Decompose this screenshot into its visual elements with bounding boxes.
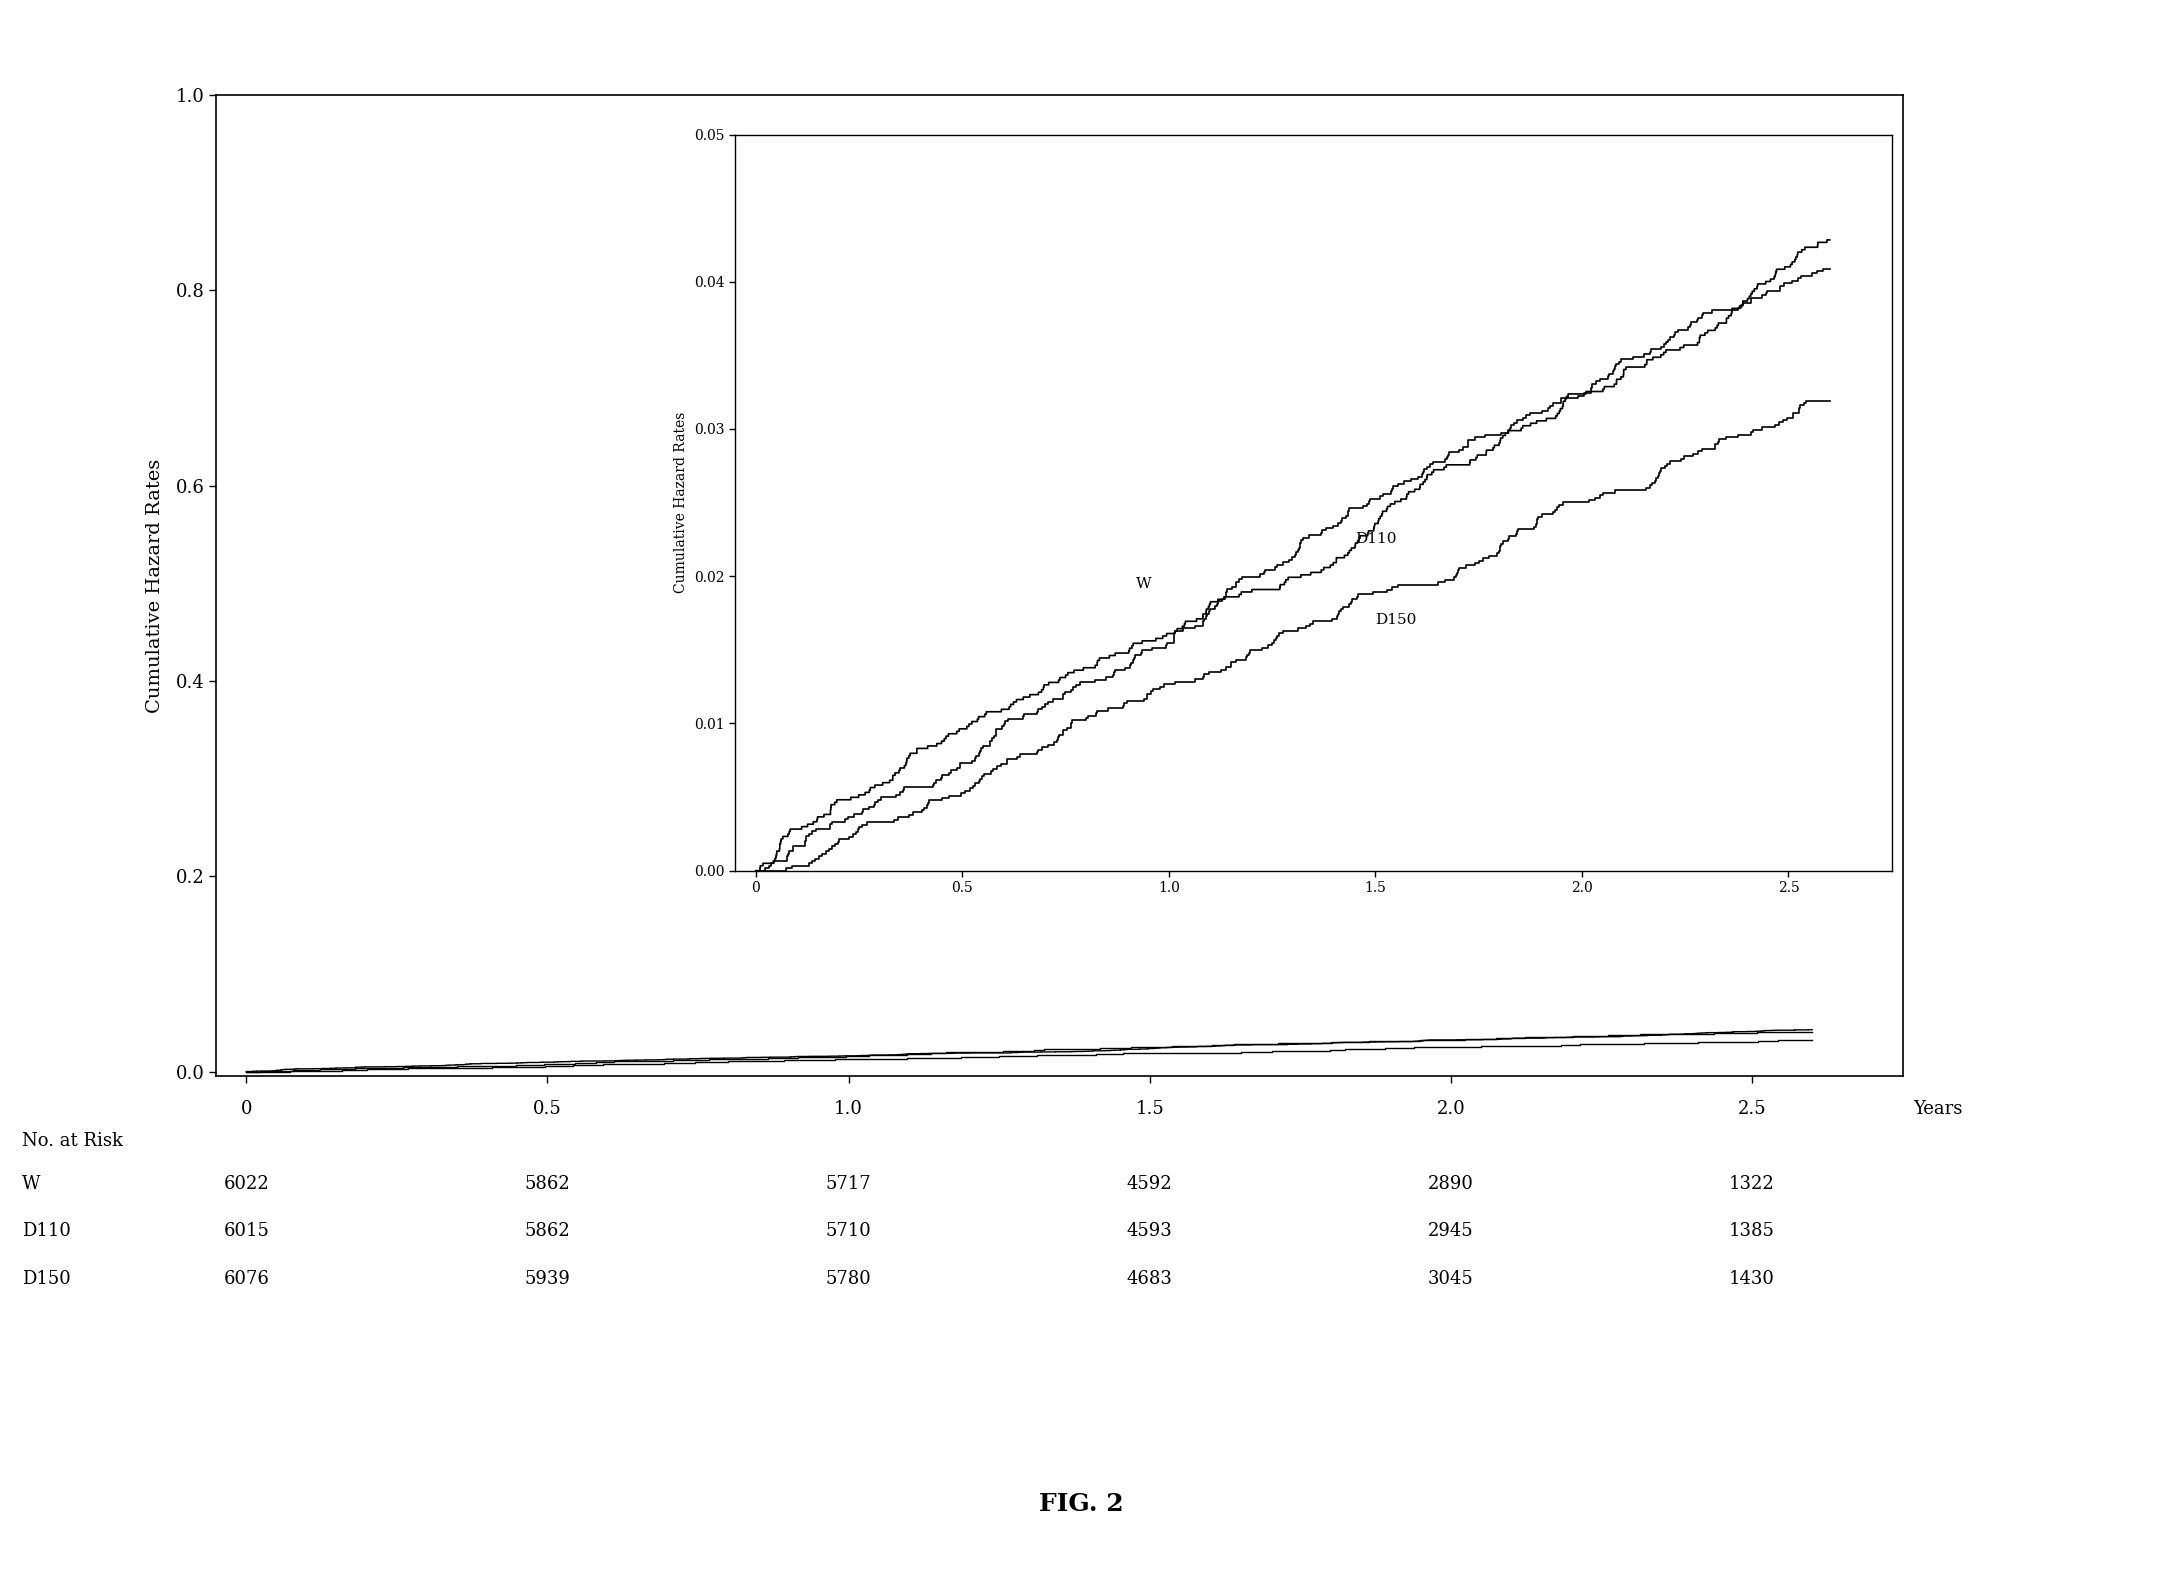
Text: 4592: 4592 xyxy=(1126,1175,1172,1192)
Text: 1.5: 1.5 xyxy=(1135,1100,1163,1118)
Text: 1.0: 1.0 xyxy=(835,1100,863,1118)
Y-axis label: Cumulative Hazard Rates: Cumulative Hazard Rates xyxy=(675,412,688,594)
Text: D110: D110 xyxy=(1356,532,1397,546)
Text: 6022: 6022 xyxy=(223,1175,270,1192)
Text: W: W xyxy=(1135,576,1152,590)
Text: 0.5: 0.5 xyxy=(534,1100,562,1118)
Text: Years: Years xyxy=(1913,1100,1963,1118)
Text: 5710: 5710 xyxy=(826,1222,871,1239)
Text: W: W xyxy=(22,1175,41,1192)
Text: No. at Risk: No. at Risk xyxy=(22,1132,123,1149)
Text: 4683: 4683 xyxy=(1126,1270,1172,1287)
Text: 1430: 1430 xyxy=(1730,1270,1775,1287)
Text: 3045: 3045 xyxy=(1427,1270,1474,1287)
Text: 1385: 1385 xyxy=(1730,1222,1775,1239)
Text: 2.5: 2.5 xyxy=(1738,1100,1766,1118)
Text: 6015: 6015 xyxy=(223,1222,270,1239)
Text: D110: D110 xyxy=(22,1222,71,1239)
Text: D150: D150 xyxy=(22,1270,71,1287)
Text: 5780: 5780 xyxy=(826,1270,871,1287)
Text: 0: 0 xyxy=(240,1100,253,1118)
Text: 5862: 5862 xyxy=(525,1222,571,1239)
Text: 1322: 1322 xyxy=(1730,1175,1775,1192)
Text: 4593: 4593 xyxy=(1126,1222,1172,1239)
Text: 5862: 5862 xyxy=(525,1175,571,1192)
Text: 5939: 5939 xyxy=(525,1270,571,1287)
Text: 2945: 2945 xyxy=(1429,1222,1474,1239)
Text: 2890: 2890 xyxy=(1427,1175,1474,1192)
Text: 2.0: 2.0 xyxy=(1436,1100,1466,1118)
Text: 6076: 6076 xyxy=(223,1270,270,1287)
Y-axis label: Cumulative Hazard Rates: Cumulative Hazard Rates xyxy=(147,459,164,712)
Text: FIG. 2: FIG. 2 xyxy=(1038,1491,1124,1517)
Text: 5717: 5717 xyxy=(826,1175,871,1192)
Text: D150: D150 xyxy=(1375,613,1416,627)
